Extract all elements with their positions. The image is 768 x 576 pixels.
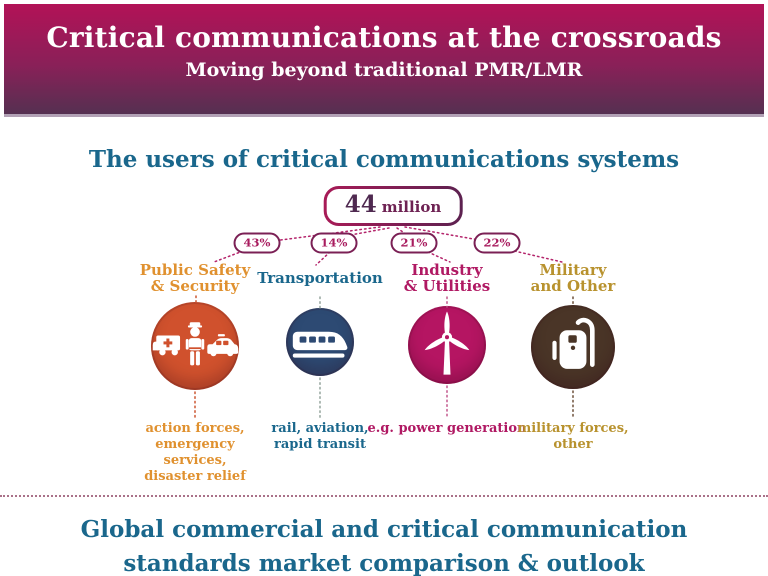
- total-users-box: 44 million: [323, 186, 463, 226]
- section-title: The users of critical communications sys…: [88, 146, 680, 173]
- category-label-transportation: Transportation: [257, 269, 383, 287]
- train-icon: [292, 331, 348, 358]
- description-industry: e.g. power generation: [367, 421, 527, 436]
- category-label-industry: Industry & Utilities: [403, 261, 491, 295]
- transportation-circle: [286, 308, 354, 376]
- share-badge-public-safety: 43%: [233, 232, 281, 254]
- industry-circle: [408, 306, 486, 384]
- description-transportation: rail, aviation, rapid transit: [271, 421, 369, 452]
- share-badge-transportation: 14%: [310, 232, 358, 254]
- emergency-vehicles-icon: [152, 322, 239, 366]
- description-military: military forces, other: [517, 421, 629, 452]
- description-public-safety: action forces, emergency services, disas…: [144, 421, 246, 484]
- share-badge-industry: 21%: [390, 232, 438, 254]
- total-unit: million: [381, 198, 442, 216]
- public-safety-circle: [151, 302, 239, 390]
- total-users-value: 44 million: [326, 189, 460, 223]
- military-circle: [531, 305, 615, 389]
- share-badge-military: 22%: [473, 232, 521, 254]
- military-backpack-icon: [552, 317, 595, 369]
- category-label-public-safety: Public Safety & Security: [139, 261, 251, 295]
- dotted-separator: [0, 495, 768, 497]
- footer-title: Global commercial and critical communica…: [80, 516, 688, 576]
- category-label-military: Military and Other: [530, 261, 616, 295]
- slide-header: Critical communications at the crossroad…: [4, 4, 764, 117]
- slide-subtitle: Moving beyond traditional PMR/LMR: [185, 59, 583, 81]
- total-number: 44: [344, 191, 377, 218]
- wind-turbine-icon: [424, 311, 470, 375]
- slide-title: Critical communications at the crossroad…: [46, 21, 722, 54]
